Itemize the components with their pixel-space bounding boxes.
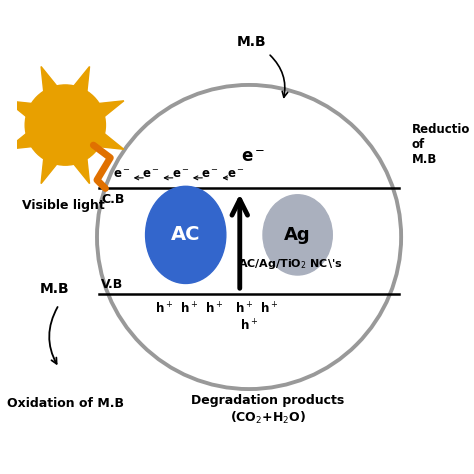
Text: e$^-$: e$^-$ <box>241 148 265 166</box>
Polygon shape <box>72 155 90 183</box>
Polygon shape <box>96 131 124 149</box>
Text: Ag: Ag <box>284 226 311 244</box>
Text: e$^-$: e$^-$ <box>227 168 245 181</box>
Text: Degradation products
(CO$_2$+H$_2$O): Degradation products (CO$_2$+H$_2$O) <box>191 394 345 426</box>
Text: h$^+$: h$^+$ <box>260 301 278 317</box>
Text: h$^+$: h$^+$ <box>155 301 173 317</box>
Circle shape <box>97 85 401 389</box>
Text: Reductio
of
M.B: Reductio of M.B <box>412 123 470 165</box>
Polygon shape <box>41 155 59 183</box>
Text: h$^+$: h$^+$ <box>180 301 198 317</box>
Text: V.B: V.B <box>101 278 123 291</box>
Text: e$^-$: e$^-$ <box>142 168 160 181</box>
Text: e$^-$: e$^-$ <box>201 168 219 181</box>
Circle shape <box>25 85 105 165</box>
Text: h$^+$: h$^+$ <box>235 301 253 317</box>
Text: C.B: C.B <box>101 193 125 207</box>
Text: h$^+$: h$^+$ <box>205 301 223 317</box>
Polygon shape <box>41 66 59 95</box>
Text: M.B: M.B <box>237 35 266 49</box>
Text: Oxidation of M.B: Oxidation of M.B <box>7 397 124 410</box>
Text: AC/Ag/TiO$_2$ NC\'s: AC/Ag/TiO$_2$ NC\'s <box>238 257 343 272</box>
Ellipse shape <box>263 195 332 275</box>
Text: M.B: M.B <box>40 282 70 296</box>
Polygon shape <box>72 66 90 95</box>
Text: e$^-$: e$^-$ <box>113 168 130 181</box>
Polygon shape <box>7 101 35 118</box>
Text: h$^+$: h$^+$ <box>240 319 258 334</box>
Text: e$^-$: e$^-$ <box>172 168 190 181</box>
Ellipse shape <box>146 186 226 283</box>
Text: AC: AC <box>171 226 201 245</box>
Polygon shape <box>96 101 124 118</box>
Text: Visible light: Visible light <box>22 199 105 212</box>
Polygon shape <box>7 131 35 149</box>
